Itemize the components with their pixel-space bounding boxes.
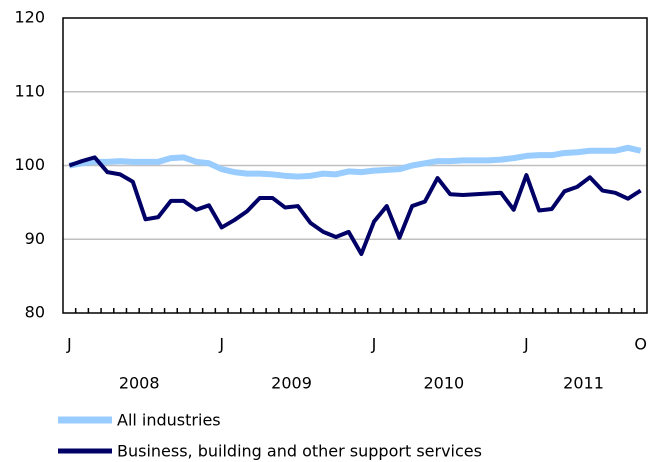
year-label: 2009 <box>271 374 312 393</box>
year-label: 2011 <box>563 374 604 393</box>
x-tick-label: J <box>66 335 72 354</box>
series-line <box>68 155 642 256</box>
y-tick-label: 110 <box>14 81 45 100</box>
y-tick-label: 100 <box>14 155 45 174</box>
x-tick-label: J <box>523 335 529 354</box>
x-tick-label: J <box>371 335 377 354</box>
legend-label: Business, building and other support ser… <box>117 442 482 461</box>
plot-frame <box>62 17 648 314</box>
year-label: 2010 <box>424 374 465 393</box>
series-line <box>68 144 642 180</box>
year-label: 2008 <box>119 374 160 393</box>
legend-label: All industries <box>117 411 221 430</box>
y-tick-label: 90 <box>25 229 45 248</box>
x-tick-label: J <box>218 335 224 354</box>
y-tick-label: 80 <box>25 303 45 322</box>
y-tick-label: 120 <box>14 8 45 27</box>
x-tick-label: O <box>634 335 647 354</box>
